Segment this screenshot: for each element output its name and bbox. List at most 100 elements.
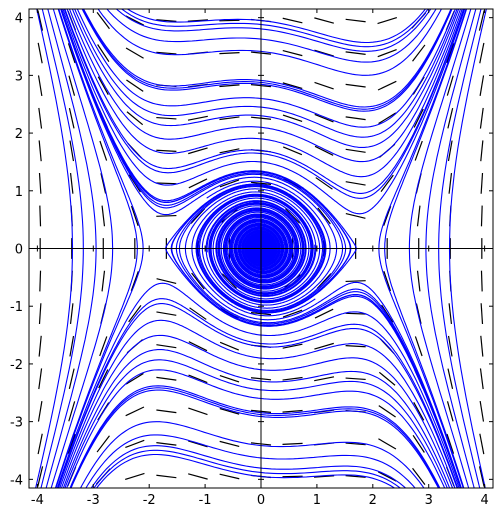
trajectory-line: [45, 11, 97, 488]
field-segment: [69, 140, 75, 162]
field-segment: [68, 401, 76, 422]
x-tick-label: -1: [199, 493, 212, 508]
field-segment: [219, 52, 240, 55]
field-segment: [414, 336, 423, 357]
y-tick-label: -2: [10, 358, 23, 373]
trajectory-line: [66, 9, 262, 154]
field-segment: [219, 19, 240, 22]
trajectory-line: [191, 191, 317, 317]
trajectory-line: [54, 156, 138, 488]
field-segment: [416, 270, 421, 292]
field-segment: [219, 407, 240, 415]
field-segment: [96, 435, 110, 453]
field-segment: [156, 376, 177, 381]
field-segment: [480, 172, 484, 194]
field-segment: [125, 372, 144, 385]
field-segment: [67, 43, 76, 64]
field-segment: [479, 433, 485, 455]
field-segment: [345, 280, 366, 283]
field-segment: [345, 83, 366, 88]
trajectory-line: [87, 434, 416, 488]
field-segment: [282, 376, 303, 381]
field-segment: [412, 434, 425, 453]
field-segment: [156, 182, 177, 185]
field-segment: [377, 471, 397, 482]
field-segment: [446, 401, 454, 422]
field-segment: [69, 335, 75, 357]
field-segment: [68, 107, 75, 129]
field-segment: [156, 51, 177, 55]
trajectory-line: [59, 319, 262, 488]
field-segment: [448, 303, 453, 325]
field-segment: [124, 472, 145, 481]
trajectory-line: [115, 9, 430, 52]
trajectory-line: [260, 9, 458, 138]
field-segment: [479, 75, 485, 97]
trajectory-line: [260, 9, 465, 194]
field-segment: [97, 76, 109, 95]
trajectory-line: [64, 9, 465, 199]
trajectory-line: [60, 334, 262, 488]
field-segment: [378, 371, 396, 386]
trajectory-line: [60, 9, 262, 206]
field-segment: [345, 345, 366, 348]
field-segment: [414, 140, 423, 161]
field-segment: [39, 270, 42, 292]
x-tick-label: 2: [369, 493, 377, 508]
field-segment: [345, 212, 366, 219]
field-segment: [125, 439, 145, 449]
trajectory-line: [60, 9, 352, 252]
trajectory-line: [411, 340, 465, 488]
field-segment: [189, 307, 207, 320]
field-segment: [130, 271, 139, 292]
field-segment: [219, 179, 240, 188]
trajectory-line: [260, 9, 463, 178]
y-tick-label: 0: [15, 243, 23, 258]
trajectory-line: [461, 484, 464, 488]
trajectories: [35, 9, 487, 488]
field-segment: [97, 44, 110, 63]
field-segment: [190, 208, 206, 224]
trajectory-line: [260, 390, 446, 488]
field-segment: [219, 374, 240, 383]
field-segment: [377, 80, 397, 91]
trajectory-line: [92, 445, 407, 488]
trajectory-line: [260, 343, 456, 488]
trajectory-line: [272, 9, 453, 110]
trajectory-line: [68, 9, 262, 140]
field-segment: [478, 466, 485, 487]
field-segment: [282, 309, 303, 318]
trajectory-line: [81, 421, 425, 488]
field-segment: [416, 205, 421, 227]
field-segment: [156, 149, 177, 152]
field-segment: [345, 51, 366, 55]
trajectory-line: [50, 11, 114, 488]
trajectory-line: [438, 9, 482, 486]
trajectory-line: [69, 387, 250, 488]
field-segment: [479, 400, 485, 422]
field-segment: [128, 305, 142, 323]
field-segment: [447, 140, 453, 162]
field-segment: [38, 368, 43, 390]
trajectory-line: [260, 291, 462, 488]
trajectory-line: [60, 9, 357, 251]
y-tick-label: -1: [10, 300, 23, 315]
field-segment: [381, 304, 394, 323]
trajectory-line: [62, 9, 262, 186]
trajectory-line: [95, 449, 402, 488]
trajectory-line: [74, 9, 262, 117]
field-segment: [188, 341, 208, 352]
field-segment: [282, 475, 303, 478]
field-segment: [38, 303, 42, 325]
field-segment: [188, 178, 208, 189]
field-segment: [188, 440, 208, 448]
field-segment: [99, 140, 108, 161]
field-segment: [480, 205, 483, 227]
field-segment: [448, 172, 453, 194]
trajectory-line: [120, 9, 427, 48]
field-segment: [480, 335, 484, 357]
field-segment: [377, 48, 397, 58]
trajectory-line: [266, 9, 452, 108]
trajectory-line: [255, 410, 439, 488]
